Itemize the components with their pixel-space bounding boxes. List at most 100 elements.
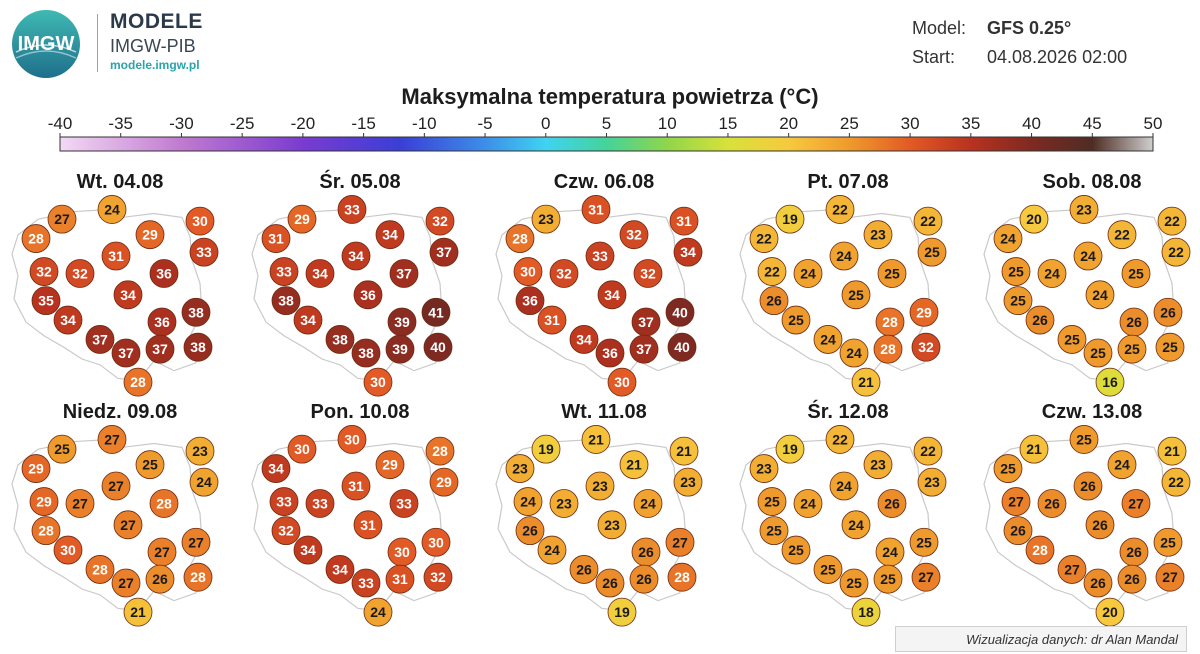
temperature-label: 25: [820, 561, 836, 577]
temperature-marker: [1019, 204, 1049, 234]
temperature-label: 24: [882, 544, 898, 560]
temperature-marker: [31, 516, 61, 546]
temperature-label: 25: [1128, 265, 1144, 281]
temperature-label: 41: [428, 304, 444, 320]
temperature-label: 32: [556, 265, 572, 281]
temperature-label: 23: [756, 461, 772, 477]
map-title: Maksymalna temperatura powietrza (°C): [401, 84, 819, 109]
temperature-label: 38: [188, 304, 204, 320]
temperature-marker: [47, 434, 77, 464]
temperature-label: 21: [1026, 441, 1042, 457]
temperature-marker: [429, 467, 459, 497]
temperature-label: 25: [916, 534, 932, 550]
temperature-marker: [863, 450, 893, 480]
temperature-marker: [123, 367, 153, 397]
temperature-label: 23: [556, 495, 572, 511]
temperature-label: 33: [344, 201, 360, 217]
temperature-label: 23: [870, 227, 886, 243]
temperature-label: 34: [268, 461, 284, 477]
temperature-label: 29: [916, 304, 932, 320]
temperature-label: 24: [848, 517, 864, 533]
temperature-marker: [135, 220, 165, 250]
temperature-label: 23: [512, 461, 528, 477]
temperature-label: 37: [638, 314, 654, 330]
temperature-marker: [1085, 510, 1115, 540]
temperature-marker: [607, 597, 637, 627]
temperature-label: 26: [1080, 478, 1096, 494]
temperature-marker: [1003, 286, 1033, 316]
temperature-marker: [1069, 195, 1099, 224]
temperature-label: 26: [884, 495, 900, 511]
temperature-marker: [1161, 237, 1191, 267]
brand-url[interactable]: modele.imgw.pl: [110, 58, 200, 72]
temperature-marker: [633, 489, 663, 518]
temperature-label: 28: [674, 569, 690, 585]
temperature-label: 26: [1010, 523, 1026, 539]
temperature-label: 34: [300, 542, 316, 558]
temperature-marker: [183, 562, 213, 592]
temperature-label: 22: [1114, 227, 1130, 243]
temperature-label: 28: [882, 314, 898, 330]
colorbar-tick-label: 10: [658, 114, 677, 133]
temperature-label: 24: [196, 474, 212, 490]
temperature-label: 25: [1090, 345, 1106, 361]
temperature-marker: [581, 425, 611, 454]
temperature-marker: [1073, 241, 1103, 271]
day-panel: Pt. 07.08 22 19 22 23 22 25 22 24 24 26 25 25 25 28 29 2…: [739, 171, 947, 397]
temperature-label: 25: [1124, 341, 1140, 357]
temperature-marker: [111, 338, 141, 368]
temperature-label: 33: [196, 244, 212, 260]
temperature-marker: [825, 195, 855, 224]
temperature-marker: [669, 436, 699, 466]
header: IMGW MODELE IMGW-PIB modele.imgw.pl Mode…: [0, 0, 1200, 80]
temperature-label: 26: [1032, 312, 1048, 328]
temperature-marker: [293, 535, 323, 565]
temperature-label: 24: [1114, 457, 1130, 473]
temperature-label: 22: [1168, 474, 1184, 490]
temperature-marker: [1085, 280, 1115, 310]
temperature-marker: [325, 325, 355, 354]
temperature-marker: [351, 568, 381, 598]
temperature-label: 27: [1064, 561, 1080, 577]
temperature-label: 32: [918, 339, 934, 355]
temperature-label: 32: [640, 265, 656, 281]
temperature-marker: [425, 436, 455, 466]
temperature-label: 40: [674, 339, 690, 355]
temperature-label: 33: [312, 495, 328, 511]
temperature-label: 36: [360, 287, 376, 303]
temperature-label: 25: [1010, 293, 1026, 309]
temperature-marker: [877, 489, 907, 518]
temperature-marker: [537, 305, 567, 335]
temperature-label: 26: [1160, 304, 1176, 320]
temperature-label: 24: [1080, 248, 1096, 264]
temperature-label: 25: [54, 441, 70, 457]
temperature-label: 34: [60, 312, 76, 328]
temperature-marker: [841, 280, 871, 310]
temperature-marker: [549, 489, 579, 518]
temperature-marker: [341, 471, 371, 501]
temperature-marker: [261, 224, 291, 253]
temperature-marker: [1057, 325, 1087, 354]
temperature-label: 30: [428, 534, 444, 550]
temperature-marker: [325, 555, 355, 584]
day-label: Czw. 06.08: [554, 171, 654, 193]
temperature-label: 22: [920, 213, 936, 229]
temperature-label: 32: [432, 213, 448, 229]
temperature-label: 24: [1000, 231, 1016, 247]
temperature-label: 40: [672, 304, 688, 320]
temperature-marker: [513, 257, 543, 286]
temperature-label: 27: [1128, 495, 1144, 511]
temperature-label: 34: [382, 227, 398, 243]
temperature-label: 26: [522, 523, 538, 539]
temperature-marker: [549, 259, 579, 288]
brand-title: MODELE: [110, 10, 203, 33]
temperature-label: 35: [38, 293, 54, 309]
temperature-marker: [585, 471, 615, 501]
temperature-label: 28: [38, 523, 54, 539]
temperature-label: 26: [576, 561, 592, 577]
day-label: Wt. 11.08: [561, 401, 647, 423]
temperature-marker: [829, 471, 859, 501]
temperature-marker: [145, 564, 175, 594]
temperature-marker: [911, 332, 941, 362]
temperature-label: 28: [880, 341, 896, 357]
